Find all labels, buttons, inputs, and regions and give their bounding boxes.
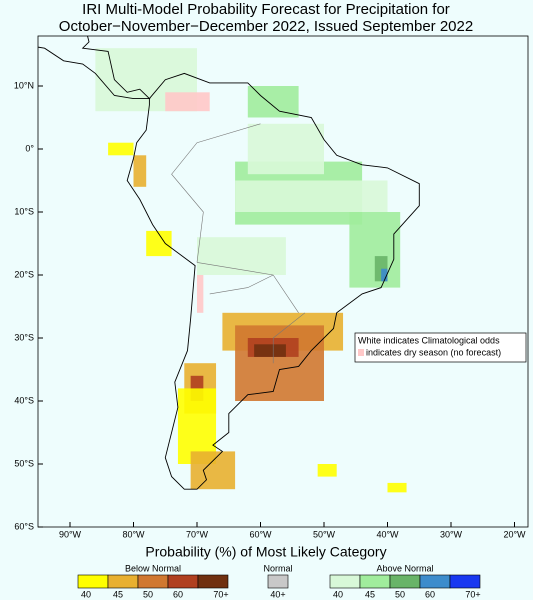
legend-label: 45 — [113, 589, 123, 599]
forecast-patch — [247, 123, 324, 175]
title-line: IRI Multi-Model Probability Forecast for… — [82, 1, 450, 18]
legend-label: 70+ — [213, 589, 228, 599]
forecast-patch — [146, 230, 172, 257]
forecast-patch — [197, 237, 286, 275]
legend: Below Normal 40 45 50 60 70+ Normal 40+ Above No… — [77, 563, 481, 599]
legend-label: 40+ — [270, 589, 285, 599]
notes-frame — [354, 332, 527, 363]
central-america-outline — [38, 36, 151, 100]
lat-label: 20°S — [14, 269, 34, 279]
legend-label: 45 — [365, 589, 375, 599]
lon-label: 80°W — [122, 529, 145, 539]
forecast-patch — [317, 464, 337, 477]
legend-label: 40 — [333, 589, 343, 599]
legend-swatch — [389, 574, 421, 589]
notes-box: White indicates Climatological odds indi… — [354, 332, 527, 363]
legend-label: 50 — [143, 589, 153, 599]
legend-label: 60 — [425, 589, 435, 599]
legend-swatch — [267, 574, 289, 589]
lon-label: 60°W — [249, 529, 272, 539]
forecast-patch — [235, 325, 324, 401]
legend-swatch — [77, 574, 109, 589]
legend-group-name: Below Normal — [125, 563, 181, 573]
legend-swatch — [359, 574, 391, 589]
country-borders — [171, 123, 306, 364]
lon-label: 70°W — [186, 529, 209, 539]
forecast-patch — [108, 142, 134, 156]
forecast-patch — [133, 155, 147, 187]
lat-label: 10°S — [14, 206, 34, 216]
map-area — [38, 36, 420, 493]
legend-swatch — [197, 574, 229, 589]
note: indicates dry season (no forecast) — [366, 347, 501, 357]
forecast-patch — [387, 482, 407, 493]
legend-group-name: Normal — [263, 563, 292, 573]
legend-swatch — [419, 574, 451, 589]
lon-label: 90°W — [59, 529, 82, 539]
lat-label: 30°S — [14, 332, 34, 342]
legend-label: 40 — [81, 589, 91, 599]
legend-title: Probability (%) of Most Likely Category — [145, 544, 386, 560]
title-line: October−November−December 2022, Issued S… — [59, 18, 473, 35]
legend-label: 60 — [173, 589, 183, 599]
lat-label: 60°S — [14, 521, 34, 531]
lat-label: 0° — [25, 143, 34, 153]
axes: 10°N 0° 10°S 20°S 30°S 40°S 50°S 60°S 90°W 80°W 70… — [14, 80, 526, 539]
lat-label: 40°S — [14, 395, 34, 405]
legend-swatch — [449, 574, 481, 589]
forecast-patch — [235, 180, 388, 212]
lon-label: 50°W — [313, 529, 336, 539]
lat-label: 10°N — [14, 80, 34, 90]
legend-label: 50 — [395, 589, 405, 599]
map-frame — [37, 35, 529, 528]
legend-swatch — [107, 574, 139, 589]
legend-swatch — [137, 574, 169, 589]
forecast-patch — [254, 344, 286, 357]
forecast-patch — [165, 92, 210, 112]
legend-label: 70+ — [465, 589, 480, 599]
legend-swatch — [167, 574, 199, 589]
dry-season-swatch — [358, 349, 364, 356]
lon-label: 40°W — [376, 529, 399, 539]
lon-label: 20°W — [503, 529, 526, 539]
legend-group-name: Above Normal — [376, 563, 433, 573]
south-america-outline — [126, 72, 420, 490]
legend-swatch — [329, 574, 361, 589]
note: White indicates Climatological odds — [358, 335, 500, 345]
forecast-patch — [197, 275, 204, 313]
forecast-patch — [190, 451, 236, 490]
forecast-patch — [381, 268, 388, 282]
lon-label: 30°W — [440, 529, 463, 539]
lat-label: 50°S — [14, 458, 34, 468]
